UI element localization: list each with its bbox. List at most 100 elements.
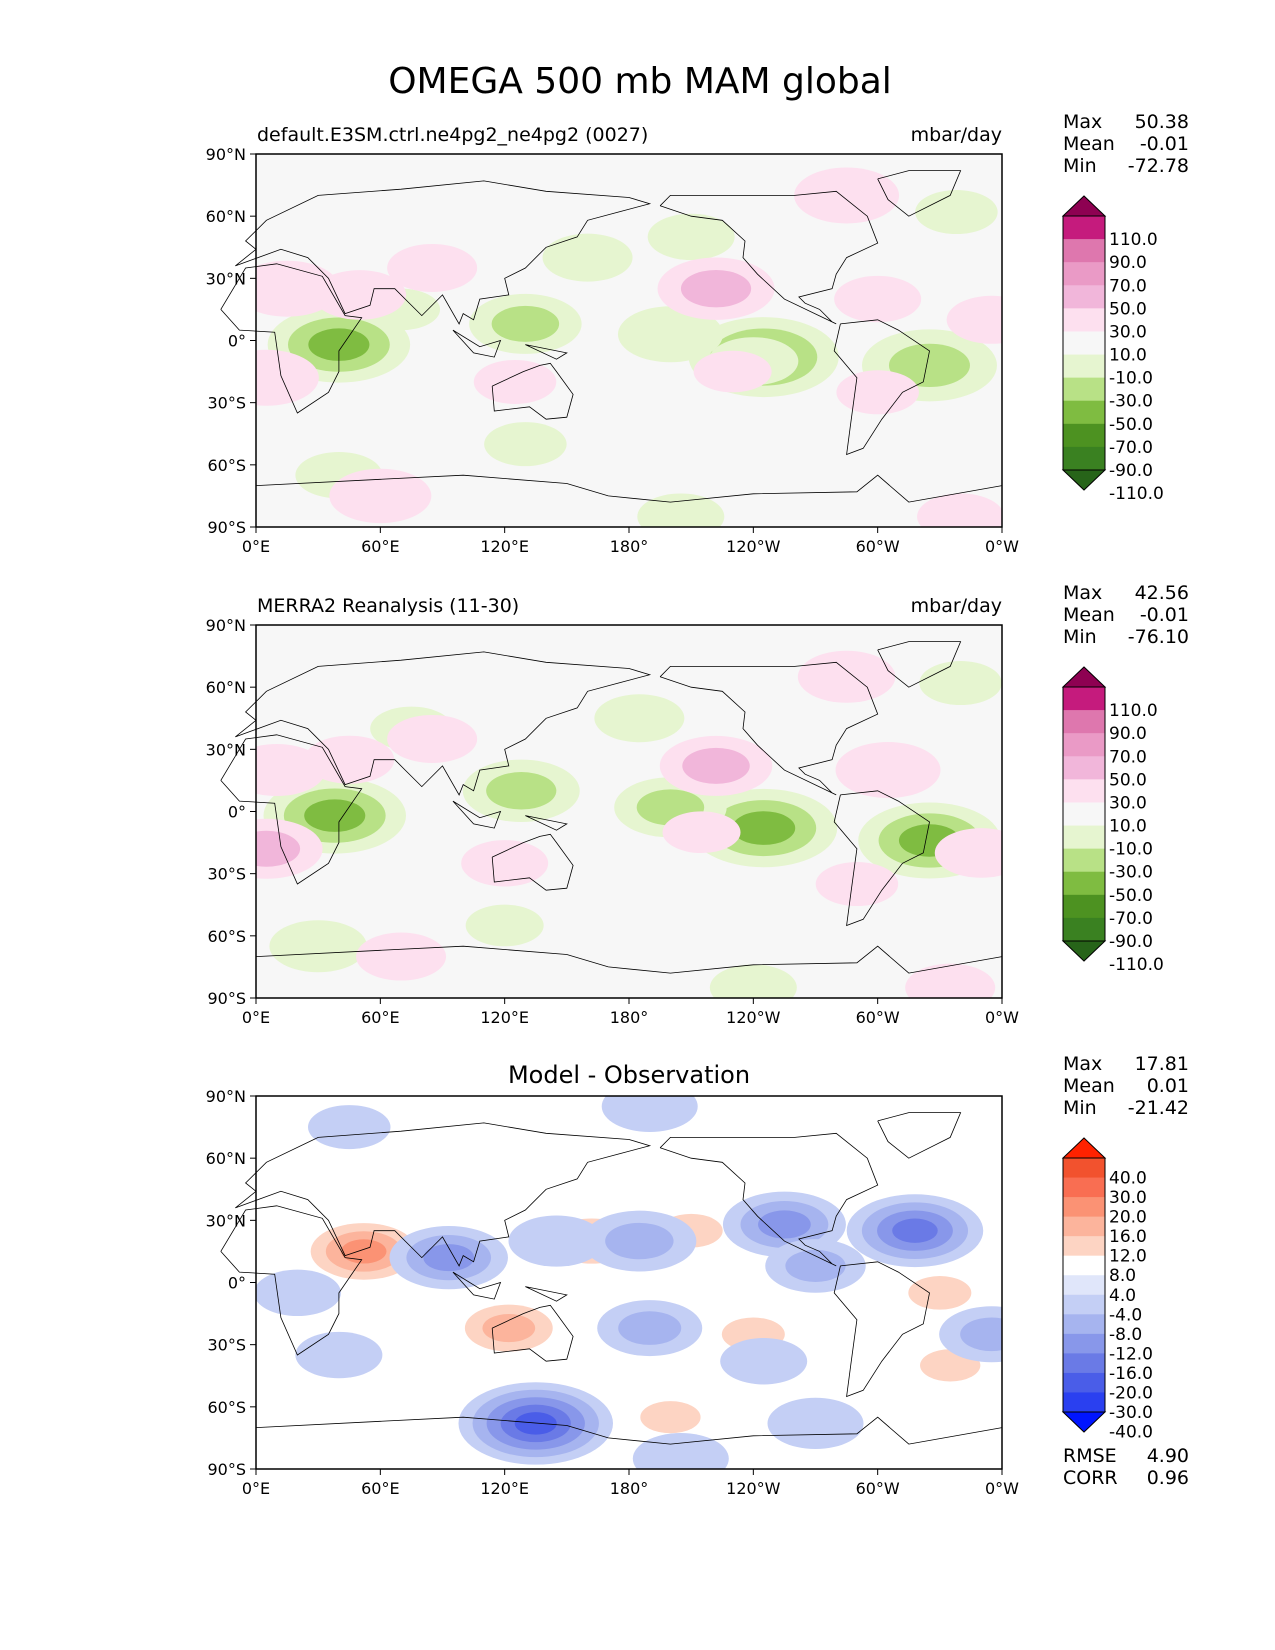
contour-region — [304, 799, 366, 832]
colorbar-extend-max — [1061, 1137, 1107, 1159]
coastline — [452, 800, 502, 829]
lon-tick-label: 120°W — [726, 1479, 781, 1498]
contour-region — [341, 1239, 387, 1264]
colorbar-band — [1063, 285, 1105, 309]
coastline — [877, 641, 962, 688]
lat-tick-label: 60°N — [206, 678, 246, 697]
stat-label: Max — [1063, 582, 1102, 604]
contour-region — [960, 1317, 1002, 1352]
lat-tick-label: 0° — [228, 1274, 246, 1293]
coastline — [452, 329, 502, 358]
colorbar-label: -12.0 — [1109, 1344, 1153, 1364]
coastline — [255, 1416, 1003, 1445]
contour-region — [892, 1218, 938, 1243]
colorbar-frame — [1062, 1157, 1106, 1413]
lon-tick-label: 60°W — [856, 1479, 900, 1498]
colorbar-band — [1063, 756, 1105, 780]
colorbar-band — [1063, 1314, 1105, 1335]
stat-value: -72.78 — [1128, 155, 1189, 177]
colorbar-band — [1063, 1197, 1105, 1218]
colorbar-label: -110.0 — [1109, 955, 1164, 975]
stat-label: Max — [1063, 1053, 1102, 1075]
panel-title-left: default.E3SM.ctrl.ne4pg2_ne4pg2 (0027) — [257, 124, 648, 146]
coastlines — [220, 1112, 1003, 1445]
stat-value: -0.01 — [1140, 604, 1189, 626]
lon-tick-label: 180° — [610, 1008, 649, 1027]
lat-tick-label: 0° — [228, 803, 246, 822]
colorbar-extend-min — [1061, 469, 1107, 491]
colorbar-extend-min — [1061, 1411, 1107, 1433]
contour-region — [640, 1401, 701, 1434]
colorbar-label: -8.0 — [1109, 1325, 1142, 1345]
contour-region — [632, 1433, 729, 1469]
coastline — [220, 1205, 363, 1356]
colorbar-label: -90.0 — [1109, 461, 1153, 481]
panel-units: mbar/day — [911, 595, 1002, 617]
lat-tick-label: 90°N — [206, 145, 246, 164]
colorbar-band — [1063, 710, 1105, 734]
colorbar-band — [1063, 262, 1105, 286]
figure-title: OMEGA 500 mb MAM global — [388, 61, 892, 102]
contour-region — [662, 811, 741, 854]
colorbar-label: -90.0 — [1109, 932, 1153, 952]
contour-region — [508, 1215, 605, 1267]
contour-region — [356, 932, 447, 981]
colorbar-label: 30.0 — [1109, 793, 1147, 813]
coastline — [659, 1132, 879, 1267]
lat-tick-label: 90°N — [206, 1087, 246, 1106]
panel-units: mbar/day — [911, 124, 1002, 146]
colorbar-label: 70.0 — [1109, 747, 1147, 767]
error-stat-value: 0.96 — [1147, 1467, 1189, 1489]
coastline — [877, 1112, 962, 1159]
stat-value: -21.42 — [1128, 1097, 1189, 1119]
lat-tick-label: 60°S — [207, 1398, 246, 1417]
colorbar-band — [1063, 1353, 1105, 1374]
coastline — [255, 945, 1003, 974]
panel-title-left: MERRA2 Reanalysis (11-30) — [257, 595, 519, 617]
stat-label: Mean — [1063, 604, 1115, 626]
contour-region — [815, 862, 899, 907]
contour-region — [888, 343, 970, 387]
contour-region — [905, 963, 996, 998]
lon-tick-label: 120°E — [480, 1479, 529, 1498]
contour-region — [256, 1198, 321, 1251]
colorbar-label: -110.0 — [1109, 484, 1164, 504]
panel-title-center: Model - Observation — [508, 1061, 750, 1089]
lat-tick-label: 60°N — [206, 207, 246, 226]
contour-region — [542, 233, 633, 282]
contour-region — [836, 370, 919, 415]
stat-value: 50.38 — [1135, 111, 1189, 133]
colorbar-band — [1063, 871, 1105, 896]
coastline — [877, 170, 962, 217]
lat-tick-label: 60°S — [207, 456, 246, 475]
lon-tick-label: 180° — [610, 1479, 649, 1498]
contour-region — [709, 964, 797, 998]
lon-tick-label: 0°W — [985, 1479, 1019, 1498]
lat-tick-label: 30°S — [207, 394, 246, 413]
contour-region — [917, 493, 1002, 527]
contour-region — [794, 167, 900, 224]
lon-tick-label: 120°E — [480, 1008, 529, 1027]
colorbar-label: 70.0 — [1109, 276, 1147, 296]
colorbar-label: -30.0 — [1109, 1403, 1153, 1423]
colorbar-label: -10.0 — [1109, 840, 1153, 860]
contour-region — [465, 904, 544, 947]
contour-region — [767, 1397, 864, 1450]
colorbar-label: 50.0 — [1109, 770, 1147, 790]
contour-region — [682, 747, 750, 784]
contour-region — [720, 1338, 808, 1385]
panel-difference: Model - Observation 90°N 60°N 30°N 0° 30°S 60… — [206, 1053, 1189, 1498]
colorbar-label: 110.0 — [1109, 230, 1158, 250]
colorbar-label: 8.0 — [1109, 1266, 1136, 1286]
colorbar-label: 30.0 — [1109, 1188, 1147, 1208]
stat-label: Mean — [1063, 133, 1115, 155]
colorbar-band — [1063, 446, 1105, 471]
coastline — [833, 1261, 930, 1398]
contour-region — [473, 359, 557, 404]
contour-region — [387, 243, 478, 292]
lat-tick-label: 30°N — [206, 740, 246, 759]
coastlines — [220, 170, 1003, 503]
lon-tick-label: 0°E — [242, 1479, 270, 1498]
lat-tick-label: 30°N — [206, 1211, 246, 1230]
colorbar-band — [1063, 687, 1105, 711]
